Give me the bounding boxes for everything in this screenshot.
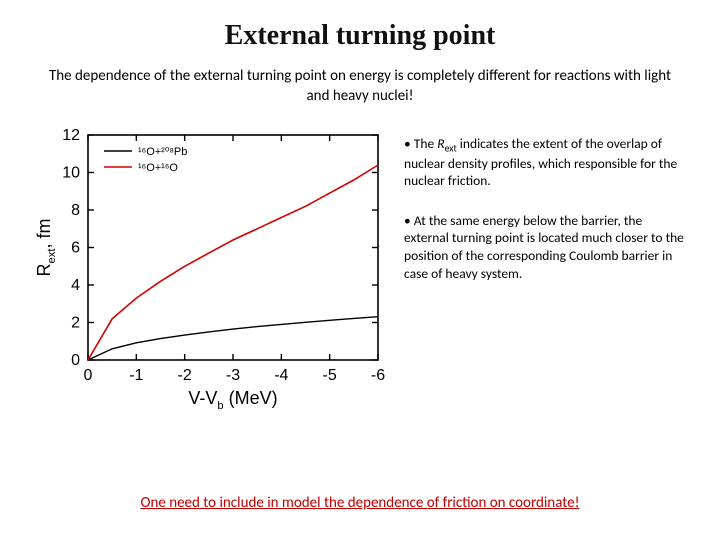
page-title: External turning point: [30, 20, 690, 52]
svg-text:¹⁶O+¹⁶O: ¹⁶O+¹⁶O: [138, 162, 178, 174]
svg-text:8: 8: [71, 202, 80, 219]
svg-text:12: 12: [62, 127, 80, 144]
bullet-1-var: R: [437, 135, 444, 152]
svg-text:Rext, fm: Rext, fm: [34, 218, 58, 276]
bullet-1-sub: ext: [445, 142, 457, 154]
svg-text:-1: -1: [129, 367, 143, 384]
svg-text:-5: -5: [323, 367, 337, 384]
svg-text:-3: -3: [226, 367, 240, 384]
svg-text:4: 4: [71, 277, 80, 294]
svg-text:-2: -2: [178, 367, 192, 384]
svg-text:6: 6: [71, 239, 80, 256]
bullet-2: • At the same energy below the barrier, …: [404, 212, 690, 282]
svg-text:-4: -4: [274, 367, 288, 384]
content-row: 0 2 4 6 8 10 12 0 -1 -2 -3 -4 -5 -6 ¹⁶O+²⁰⁸Pb ¹⁶O+¹⁶O Re…: [30, 123, 690, 413]
chart-col: 0 2 4 6 8 10 12 0 -1 -2 -3 -4 -5 -6 ¹⁶O+²⁰⁸Pb ¹⁶O+¹⁶O Re…: [30, 123, 390, 413]
svg-text:0: 0: [71, 352, 80, 369]
svg-text:¹⁶O+²⁰⁸Pb: ¹⁶O+²⁰⁸Pb: [138, 146, 187, 158]
subtitle: The dependence of the external turning p…: [40, 66, 680, 107]
text-col: • The Rext indicates the extent of the o…: [404, 123, 690, 305]
bullet-1-pre: • The: [404, 135, 437, 152]
svg-text:V-Vb (MeV): V-Vb (MeV): [188, 388, 277, 412]
svg-text:2: 2: [71, 314, 80, 331]
chart: 0 2 4 6 8 10 12 0 -1 -2 -3 -4 -5 -6 ¹⁶O+²⁰⁸Pb ¹⁶O+¹⁶O Re…: [30, 123, 390, 413]
footer-note: One need to include in model the depende…: [40, 494, 680, 512]
svg-text:-6: -6: [371, 367, 385, 384]
svg-text:0: 0: [84, 367, 93, 384]
svg-text:10: 10: [62, 164, 80, 181]
bullet-1: • The Rext indicates the extent of the o…: [404, 135, 690, 190]
